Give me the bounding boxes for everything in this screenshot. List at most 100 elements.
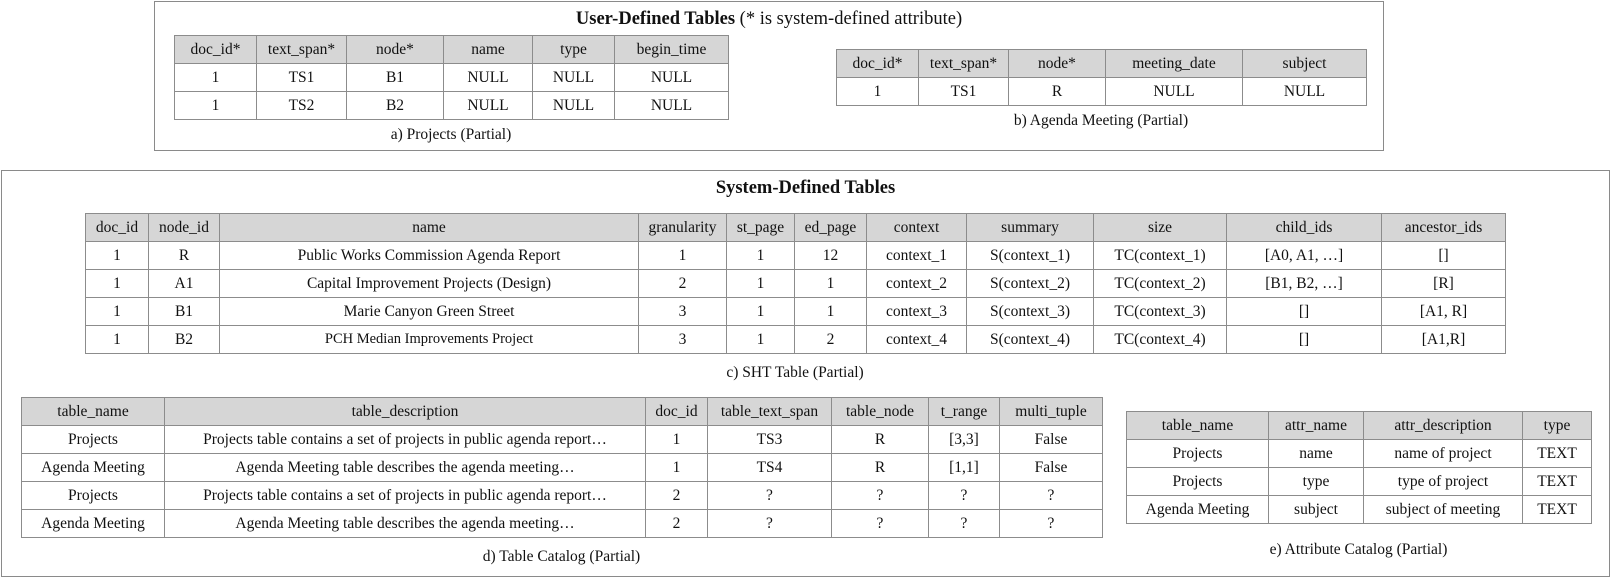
projects-table: doc_id* text_span* node* name type begin… <box>174 35 729 120</box>
column-header: ed_page <box>794 213 867 242</box>
system-defined-title-text: System-Defined Tables <box>715 178 896 198</box>
column-header: table_name <box>21 397 165 426</box>
table-cell: [1,1] <box>928 453 1000 482</box>
table-cell: 2 <box>638 269 727 298</box>
column-header: node* <box>346 35 444 64</box>
table-cell: [A0, A1, …] <box>1226 241 1382 270</box>
attribute-catalog-caption: e) Attribute Catalog (Partial) <box>1269 541 1448 558</box>
column-header: node* <box>1008 49 1106 78</box>
column-header: text_span* <box>256 35 347 64</box>
table-cell: R <box>148 241 220 270</box>
table-cell: TEXT <box>1522 495 1592 524</box>
table-row: 1 A1 Capital Improvement Projects (Desig… <box>85 269 1506 298</box>
table-cell: R <box>831 453 929 482</box>
column-header: child_ids <box>1226 213 1382 242</box>
table-cell: NULL <box>1242 77 1367 106</box>
column-header: meeting_date <box>1105 49 1243 78</box>
table-cell: TEXT <box>1522 467 1592 496</box>
table-cell: TC(context_1) <box>1093 241 1227 270</box>
table-cell: 1 <box>85 241 149 270</box>
table-cell: B1 <box>148 297 220 326</box>
table-cell: Agenda Meeting <box>21 453 165 482</box>
table-cell: NULL <box>443 91 533 120</box>
table-cell: NULL <box>532 91 615 120</box>
table-row: 1 B2 PCH Median Improvements Project 3 1… <box>85 325 1506 354</box>
table-cell: subject of meeting <box>1363 495 1523 524</box>
table-cell: Projects <box>1126 467 1269 496</box>
table-header-row: table_name table_description doc_id tabl… <box>21 397 1103 426</box>
column-header: table_name <box>1126 411 1269 440</box>
table-row: Agenda Meeting Agenda Meeting table desc… <box>21 509 1103 538</box>
column-header: text_span* <box>918 49 1009 78</box>
table-cell: name <box>1268 439 1364 468</box>
table-cell: 2 <box>645 509 708 538</box>
table-cell: 1 <box>726 269 795 298</box>
table-cell: ? <box>928 481 1000 510</box>
table-cell: 2 <box>794 325 867 354</box>
table-cell: 1 <box>645 453 708 482</box>
table-catalog-caption: d) Table Catalog (Partial) <box>482 548 641 565</box>
table-cell: [R] <box>1381 269 1506 298</box>
table-cell: 1 <box>645 425 708 454</box>
table-cell: [B1, B2, …] <box>1226 269 1382 298</box>
column-header: begin_time <box>614 35 729 64</box>
table-cell: subject <box>1268 495 1364 524</box>
column-header: table_node <box>831 397 929 426</box>
table-row: 1 TS1 B1 NULL NULL NULL <box>174 63 729 92</box>
table-cell: NULL <box>614 63 729 92</box>
table-cell: ? <box>707 509 832 538</box>
table-cell: [A1,R] <box>1381 325 1506 354</box>
table-cell: 1 <box>638 241 727 270</box>
table-cell: [3,3] <box>928 425 1000 454</box>
column-header: t_range <box>928 397 1000 426</box>
column-header: granularity <box>638 213 727 242</box>
table-row: Agenda Meeting subject subject of meetin… <box>1126 495 1592 524</box>
table-cell: B2 <box>148 325 220 354</box>
table-cell: 3 <box>638 297 727 326</box>
table-cell: 2 <box>645 481 708 510</box>
table-cell: NULL <box>532 63 615 92</box>
system-defined-title: System-Defined Tables <box>2 178 1609 199</box>
table-cell: Public Works Commission Agenda Report <box>219 241 639 270</box>
table-cell: ? <box>831 481 929 510</box>
column-header: name <box>443 35 533 64</box>
table-cell: NULL <box>614 91 729 120</box>
table-cell: context_3 <box>866 297 967 326</box>
column-header: summary <box>966 213 1094 242</box>
table-cell: R <box>831 425 929 454</box>
column-header: context <box>866 213 967 242</box>
column-header: type <box>532 35 615 64</box>
column-header: st_page <box>726 213 795 242</box>
column-header: table_text_span <box>707 397 832 426</box>
table-cell: TEXT <box>1522 439 1592 468</box>
column-header: node_id <box>148 213 220 242</box>
table-cell: 1 <box>726 241 795 270</box>
table-cell: TS4 <box>707 453 832 482</box>
attribute-catalog: table_name attr_name attr_description ty… <box>1126 411 1592 524</box>
table-cell: ? <box>928 509 1000 538</box>
table-cell: Projects table contains a set of project… <box>164 425 646 454</box>
table-cell: TS2 <box>256 91 347 120</box>
table-row: 1 TS1 R NULL NULL <box>836 77 1367 106</box>
table-cell: ? <box>999 481 1103 510</box>
agenda-meeting-table: doc_id* text_span* node* meeting_date su… <box>836 49 1367 106</box>
table-cell: B2 <box>346 91 444 120</box>
table-cell: A1 <box>148 269 220 298</box>
table-cell: 1 <box>836 77 919 106</box>
table-cell: 1 <box>726 297 795 326</box>
column-header: ancestor_ids <box>1381 213 1506 242</box>
table-cell: [] <box>1226 297 1382 326</box>
table-cell: 1 <box>85 269 149 298</box>
table-cell: context_4 <box>866 325 967 354</box>
table-row: Projects name name of project TEXT <box>1126 439 1592 468</box>
column-header: name <box>219 213 639 242</box>
table-cell: [] <box>1381 241 1506 270</box>
table-cell: Projects table contains a set of project… <box>164 481 646 510</box>
table-cell: ? <box>999 509 1103 538</box>
table-cell: 1 <box>85 297 149 326</box>
table-catalog: table_name table_description doc_id tabl… <box>21 397 1103 538</box>
table-cell: ? <box>707 481 832 510</box>
column-header: size <box>1093 213 1227 242</box>
table-cell: B1 <box>346 63 444 92</box>
table-cell: 1 <box>174 63 257 92</box>
